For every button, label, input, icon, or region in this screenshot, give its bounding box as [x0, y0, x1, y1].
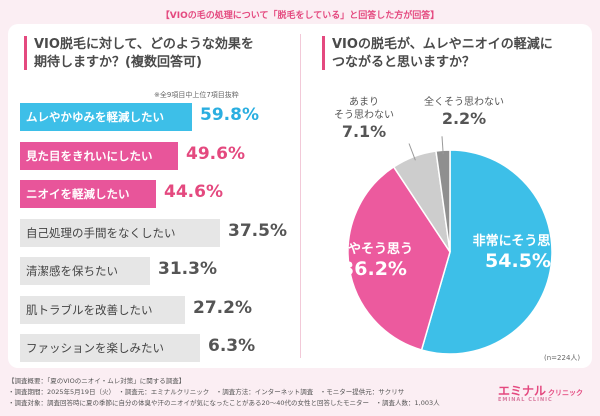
- left-question-title: VIO脱毛に対して、どのような効果を 期待しますか？(複数回答可): [34, 36, 290, 72]
- right-question-line2: つながると思いますか？: [332, 55, 476, 70]
- survey-banner: 【VIOの毛の処理について「脱毛をしている」と回答した方が回答】: [160, 11, 440, 21]
- pie-leader-line: [408, 143, 416, 161]
- bar: 清潔感を保ちたい: [20, 257, 150, 285]
- pie-category-label: ややそう思う: [334, 242, 413, 257]
- footer-title: 【調査概要：「夏のVIOのニオイ・ムレ対策」に関する調査】: [8, 377, 186, 385]
- pie-category-label: あまり そう思わない: [334, 97, 394, 121]
- sample-size-note: (n=224人): [544, 354, 581, 362]
- pie-slice: [420, 149, 553, 355]
- pie-slice-label: 非常にそう思う 54.5%: [458, 234, 578, 273]
- pie-value-label: 36.2%: [341, 258, 407, 280]
- bar: 肌トラブルを改善したい: [20, 295, 185, 324]
- bar: ファッションを楽しみたい: [20, 334, 200, 362]
- bar-category-label: ファッションを楽しみたい: [26, 341, 164, 355]
- clinic-logo: エミナル クリニック EMINAL CLINIC: [498, 380, 584, 403]
- right-question-title: VIOの脱毛が、ムレやニオイの軽減に つながると思いますか？: [332, 36, 582, 72]
- pie-category-label: 非常にそう思う: [472, 234, 564, 249]
- bar-category-label: 見た目をきれいにしたい: [26, 148, 153, 163]
- right-question-accent: [322, 36, 325, 70]
- bar-chart-note: ※全9項目中上位7項目抜粋: [154, 91, 239, 99]
- right-question-line1: VIOの脱毛が、ムレやニオイの軽減に: [332, 37, 553, 52]
- pie-value-label: 2.2%: [441, 109, 487, 128]
- pie-value-label: 7.1%: [341, 122, 387, 141]
- bar-value-label: 6.3%: [208, 336, 256, 356]
- survey-footer: 【調査概要：「夏のVIOのニオイ・ムレ対策」に関する調査】 ・調査期間：2025…: [8, 376, 468, 410]
- bar: ムレやかゆみを軽減したい: [20, 103, 192, 131]
- footer-line-target: ・調査対象：調査回答時に夏の季節に自分の体臭や汗のニオイが気になったことがある2…: [8, 399, 440, 407]
- logo-main-text: エミナル: [498, 384, 547, 398]
- bar-value-label: 49.6%: [186, 143, 245, 164]
- pie-slice-label: あまり そう思わない 7.1%: [318, 96, 410, 142]
- pie-leader-line: [441, 136, 444, 155]
- bar-category-label: 清潔感を保ちたい: [26, 264, 118, 278]
- pie-slice-label: ややそう思う 36.2%: [326, 242, 422, 281]
- footer-line-period: ・調査期間：2025年5月19日（火） ・調査元：エミナルクリニック ・調査方法…: [8, 388, 405, 396]
- pie-value-label: 54.5%: [485, 250, 551, 272]
- bar-category-label: 自己処理の手間をなくしたい: [26, 225, 176, 240]
- bar-value-label: 59.8%: [200, 105, 259, 125]
- bar: ニオイを軽減したい: [20, 180, 156, 208]
- pie-slice: [347, 165, 451, 351]
- bar-category-label: ムレやかゆみを軽減したい: [26, 110, 164, 124]
- bar-value-label: 31.3%: [158, 259, 217, 279]
- left-question-line1: VIO脱毛に対して、どのような効果を: [34, 37, 254, 52]
- bar: 自己処理の手間をなくしたい: [20, 218, 220, 247]
- bar-value-label: 27.2%: [193, 297, 252, 318]
- logo-sub-text: クリニック: [548, 389, 584, 397]
- bar-value-label: 37.5%: [228, 220, 287, 241]
- bar-category-label: ニオイを軽減したい: [26, 187, 130, 201]
- left-question-line2: 期待しますか？(複数回答可): [34, 55, 202, 70]
- bar-value-label: 44.6%: [164, 182, 223, 202]
- bar: 見た目をきれいにしたい: [20, 141, 178, 170]
- pie-category-label: 全くそう思わない: [424, 97, 504, 108]
- bar-category-label: 肌トラブルを改善したい: [26, 302, 153, 317]
- left-question-accent: [24, 36, 27, 70]
- panel-divider: [300, 34, 301, 358]
- pie-slice-label: 全くそう思わない 2.2%: [412, 96, 516, 129]
- logo-english-text: EMINAL CLINIC: [498, 397, 553, 403]
